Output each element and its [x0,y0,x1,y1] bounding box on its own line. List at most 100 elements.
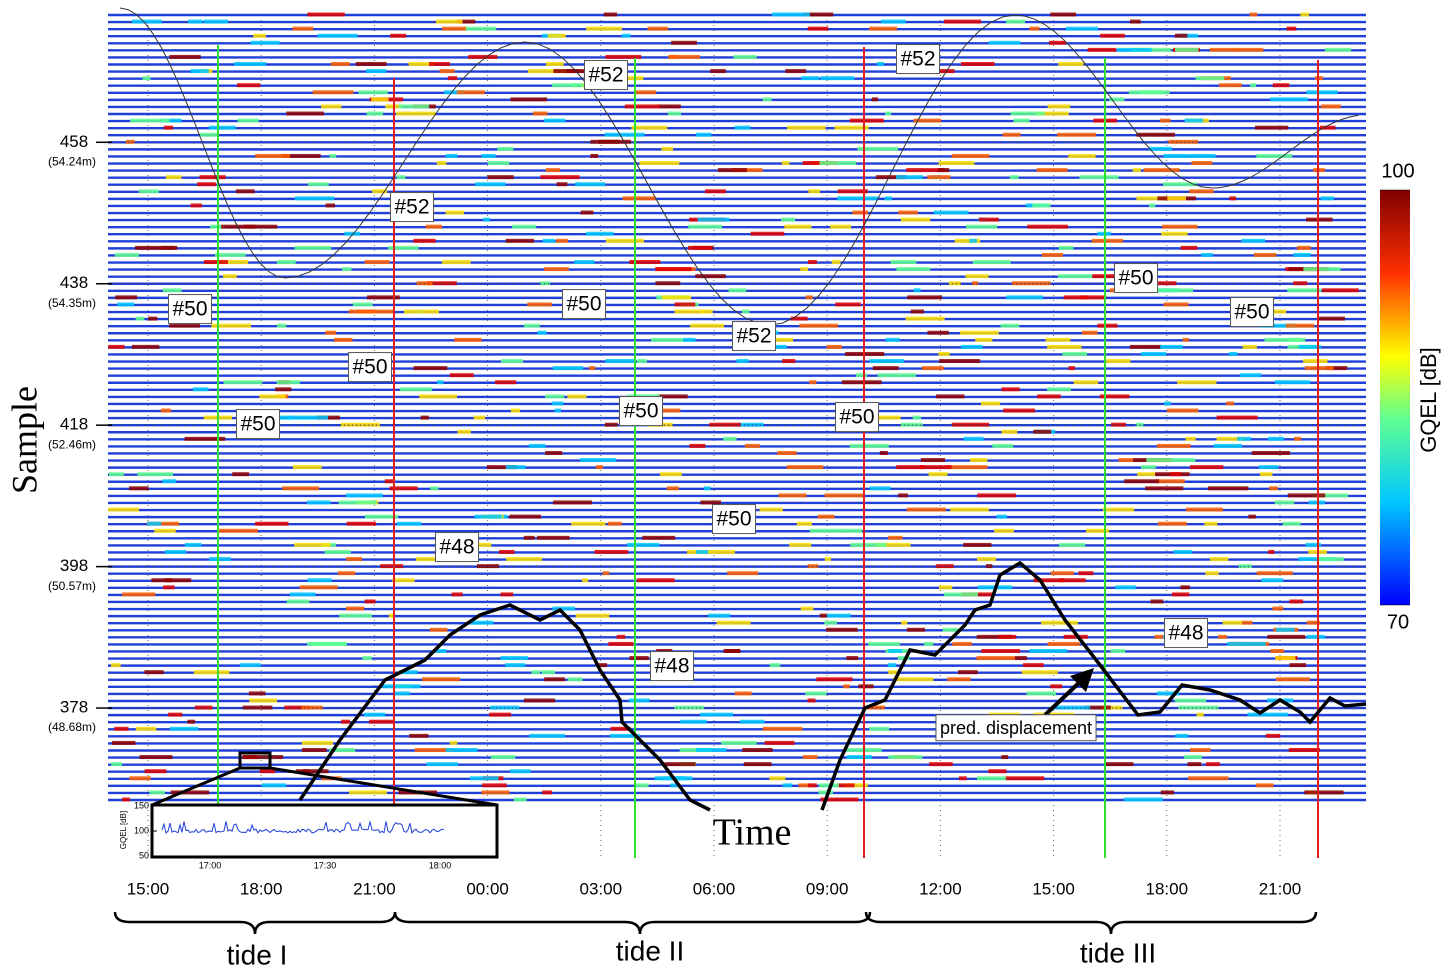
trace-burst [744,443,760,448]
x-tick-label: 18:00 [240,879,283,898]
annotation-box [935,714,1097,742]
trace-burst [108,344,125,349]
annotation-box [1163,618,1209,649]
plot-area [108,12,1366,860]
trace-burst [1298,344,1321,349]
trace-burst [938,168,950,173]
trace-burst [1303,267,1341,272]
trace-burst [790,316,808,321]
trace-burst [144,670,164,675]
trace-burst [540,175,580,180]
trace-burst [1157,521,1187,526]
trace-burst [890,260,917,265]
trace-burst [621,33,631,38]
trace-burst [325,330,337,335]
trace-burst [942,627,958,632]
trace-burst [700,500,722,505]
trace-burst [1156,691,1180,696]
trace-burst [824,620,838,625]
annotation-text: #50 [172,298,207,321]
trace-burst [1099,394,1130,399]
trace-burst [544,267,569,272]
trace-burst [938,161,975,166]
trace-burst [277,260,296,265]
annotation-box [731,321,777,352]
trace-burst [888,670,898,675]
trace-burst [545,62,564,67]
trace-burst [531,670,541,675]
trace-burst [900,422,923,427]
trace-burst [469,776,499,781]
trace-burst [413,238,436,243]
trace-burst [831,260,841,265]
annotation: #50 [561,289,607,320]
trace-burst [777,450,797,455]
inset-y-label: GQEL [dB] [119,811,128,849]
trace-burst [1182,337,1189,342]
trace-burst [590,153,599,158]
trace-burst [921,366,944,371]
trace-burst [607,521,622,526]
trace-burst [1256,153,1293,158]
y-axis-label: Sample [4,386,44,494]
trace-burst [512,224,537,229]
trace-burst [951,422,990,427]
trace-burst [888,535,903,540]
trace-burst [163,585,175,590]
x-tick-label: 15:00 [1032,879,1075,898]
trace-burst [169,323,200,328]
trace-burst [1189,465,1224,470]
trace-burst [199,175,226,180]
trace-burst [976,656,1016,661]
trace-burst [324,549,351,554]
trace-burst [1274,500,1295,505]
trace-burst [781,161,790,166]
trace-burst [358,90,388,95]
trace-burst [1174,698,1207,703]
trace-burst [842,528,862,533]
trace-burst [1091,238,1124,243]
trace-burst [868,641,900,646]
trace-burst [824,493,863,498]
trace-burst [190,203,202,208]
trace-burst [325,203,336,208]
trace-burst [1293,252,1311,257]
trace-burst [580,458,617,463]
trace-burst [1006,295,1044,300]
trace-burst [950,507,989,512]
trace-burst [696,549,711,554]
trace-burst [884,196,892,201]
zoom-marker [238,751,272,770]
annotation-text: #50 [352,356,387,379]
trace-burst [680,719,707,724]
trace-burst [998,634,1017,639]
trace-burst [802,755,818,760]
trace-burst [604,422,618,427]
trace-burst [662,776,693,781]
trace-burst [1216,415,1258,420]
trace-burst [850,542,887,547]
trace-burst [826,627,858,632]
trace-burst [1023,663,1044,668]
trace-burst [938,351,950,356]
annotation-box [167,294,213,325]
trace-burst [1190,747,1211,752]
trace-burst [294,196,335,201]
trace-burst [487,161,510,166]
trace-burst [769,663,781,668]
trace-burst [436,19,463,24]
trace-burst [927,175,951,180]
trace-burst [553,500,593,505]
trace-burst [476,564,499,569]
trace-burst [339,613,373,618]
annotation-text: #50 [1234,301,1269,324]
trace-burst [1146,458,1180,463]
trace-burst [349,790,387,795]
trace-burst [1140,465,1156,470]
trace-burst [869,726,890,731]
trace-burst [885,111,892,116]
trace-burst [980,401,1001,406]
trace-burst [445,153,458,158]
trace-burst [988,40,1021,45]
trace-burst [342,267,352,272]
